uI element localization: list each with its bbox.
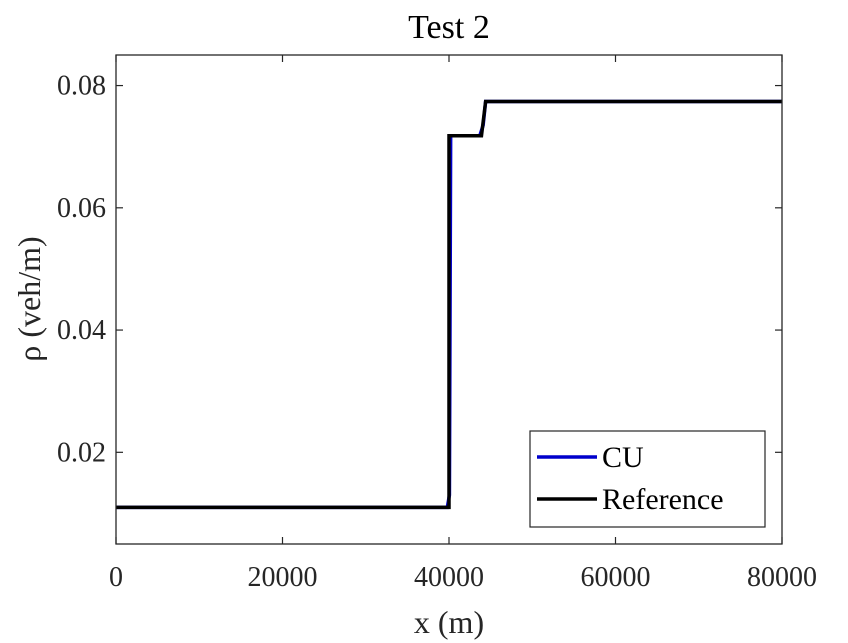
- y-tick-label: 0.02: [57, 437, 106, 468]
- x-tick-label: 20000: [248, 562, 318, 593]
- series-layer: [116, 99, 782, 510]
- series-line-reference: [116, 99, 782, 510]
- y-axis-ticks: 0.02 0.04 0.06 0.08: [57, 71, 782, 468]
- x-tick-label: 40000: [414, 562, 484, 593]
- y-axis-label: ρ (veh/m): [11, 236, 47, 361]
- x-tick-label: 80000: [747, 562, 817, 593]
- y-tick-label: 0.08: [57, 71, 106, 102]
- legend-box: [529, 430, 766, 528]
- x-axis-ticks: 0 20000 40000 60000 80000: [109, 55, 817, 593]
- legend-label-cu: CU: [602, 441, 644, 474]
- x-tick-label: 60000: [581, 562, 651, 593]
- legend: CU Reference: [529, 430, 766, 528]
- y-tick-label: 0.04: [57, 315, 106, 346]
- x-tick-label: 0: [109, 562, 123, 593]
- x-axis-label: x (m): [414, 604, 484, 640]
- legend-label-reference: Reference: [602, 483, 724, 516]
- y-tick-label: 0.06: [57, 193, 106, 224]
- chart-title: Test 2: [408, 9, 490, 46]
